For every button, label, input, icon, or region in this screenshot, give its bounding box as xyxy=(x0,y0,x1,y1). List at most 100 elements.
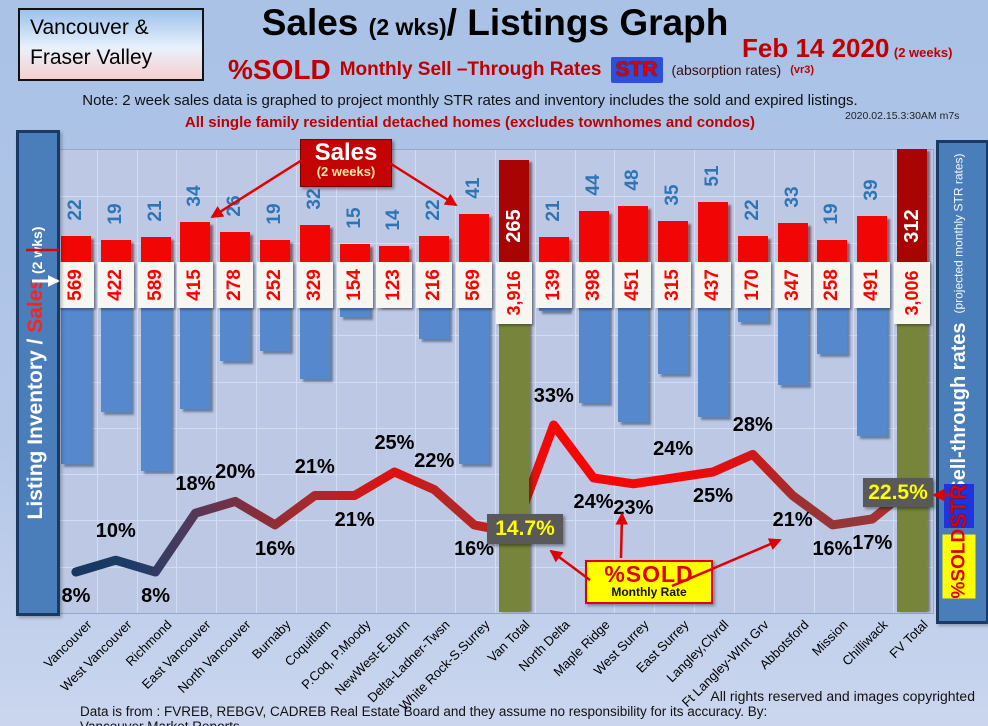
inventory-value-label: 252 xyxy=(264,269,285,301)
gridline-horizontal xyxy=(57,566,933,568)
str-rate-label: 10% xyxy=(95,520,136,543)
left-axis-bar xyxy=(16,130,60,616)
str-axis-badge: STR xyxy=(944,484,974,528)
str-rate-label: 16% xyxy=(254,537,296,560)
inventory-value-label: 589 xyxy=(144,269,166,301)
sales-bar xyxy=(339,244,370,262)
sales-value-label: 22 xyxy=(423,199,445,221)
sales-bar xyxy=(299,224,330,262)
inventory-label-box xyxy=(535,262,572,308)
title-main: Sales xyxy=(261,2,369,43)
inventory-label-box xyxy=(894,262,931,324)
gridline-horizontal xyxy=(57,196,933,198)
inventory-value-label: 139 xyxy=(542,269,564,301)
date-note: (2 weeks) xyxy=(893,45,953,60)
rights-text: All rights reserved and images copyright… xyxy=(710,688,975,704)
str-rate-label: 23% xyxy=(613,496,654,519)
van-total-rate-box: 14.7% xyxy=(487,514,563,544)
inventory-label-box xyxy=(774,262,811,308)
pct-sold-axis-badge: %SOLD xyxy=(942,529,976,599)
gridline-horizontal xyxy=(57,474,933,476)
region-line2: Fraser Valley xyxy=(30,46,153,69)
sales-value-label: 33 xyxy=(781,186,803,208)
title-paren: (2 wks) xyxy=(368,14,447,40)
sales-value-label: 39 xyxy=(861,179,883,201)
inventory-label-box xyxy=(177,262,214,308)
inventory-label-box xyxy=(217,262,254,308)
str-rate-label: 16% xyxy=(812,537,853,560)
region-line1: Vancouver & xyxy=(30,16,149,39)
sales-callout-box: Sales (2 weeks) xyxy=(300,139,392,187)
sales-bar xyxy=(698,202,728,262)
gridline-horizontal xyxy=(57,427,933,429)
str-rate-label: 8% xyxy=(141,584,170,607)
sales-bar xyxy=(140,237,171,262)
version-text: (vr3) xyxy=(790,64,815,76)
sales-bar xyxy=(578,210,609,262)
sales-value-label: 44 xyxy=(582,173,604,196)
inventory-value-label: 170 xyxy=(741,269,763,301)
gridline-horizontal xyxy=(57,335,933,337)
inventory-value-label: 437 xyxy=(702,269,723,301)
sales-bar xyxy=(538,237,569,262)
total-sales-value-label: 312 xyxy=(901,209,924,243)
sales-value-label: 22 xyxy=(741,199,763,221)
sales-value-label: 19 xyxy=(821,203,843,225)
note-text: Note: 2 week sales data is graphed to pr… xyxy=(82,92,858,109)
str-rate-label: 28% xyxy=(732,414,773,437)
inventory-value-label: 154 xyxy=(343,269,365,301)
inventory-value-label: 415 xyxy=(184,269,206,301)
sales-callout-sub: (2 weeks) xyxy=(316,164,376,179)
str-rate-label: 20% xyxy=(215,461,256,484)
inventory-label-box xyxy=(137,262,174,308)
sales-bar xyxy=(618,205,649,262)
sales-value-label: 35 xyxy=(662,184,684,206)
str-rate-label: 24% xyxy=(653,437,694,460)
sales-bar xyxy=(379,245,410,262)
sales-value-label: 51 xyxy=(702,165,723,187)
inventory-value-label: 3,916 xyxy=(503,270,524,316)
inventory-value-label: 569 xyxy=(64,269,86,301)
inventory-label-box xyxy=(695,262,731,308)
left-axis-red: Sales xyxy=(24,277,47,333)
pct-sold-callout-sub: Monthly Rate xyxy=(611,585,687,599)
sales-bar xyxy=(419,236,450,262)
sales-bar xyxy=(817,239,848,262)
sales-callout-title: Sales xyxy=(314,139,378,166)
str-rate-label: 33% xyxy=(533,384,574,407)
inventory-label-box xyxy=(296,262,333,308)
inventory-value-label: 278 xyxy=(224,269,246,301)
inventory-value-label: 329 xyxy=(303,269,325,301)
str-subtitle-row: %SOLD Monthly Sell –Through Rates STR (a… xyxy=(228,54,828,86)
str-rate-label: 21% xyxy=(334,508,375,531)
right-axis-label: Sell-through rates xyxy=(948,322,970,494)
source-text: Data is from : FVREB, REBGV, CADREB Real… xyxy=(80,704,768,726)
sales-value-label: 21 xyxy=(144,200,166,222)
title-rest: / Listings Graph xyxy=(446,2,729,43)
total-sales-bar xyxy=(897,149,928,262)
inventory-label-box xyxy=(814,262,851,308)
inventory-value-label: 569 xyxy=(463,269,485,301)
left-axis-suffix: (2 wks) xyxy=(29,226,45,278)
report-date: Feb 14 2020 (2 weeks) xyxy=(742,33,952,64)
sales-bar xyxy=(658,221,689,262)
inventory-label-box xyxy=(734,262,771,308)
date-text: Feb 14 2020 xyxy=(742,33,890,63)
gridline-horizontal xyxy=(57,288,933,290)
str-rate-label: 21% xyxy=(294,455,335,478)
inventory-label-box xyxy=(57,262,94,308)
pct-sold-text: %SOLD xyxy=(228,54,331,85)
sales-value-label: 41 xyxy=(463,177,485,199)
str-badge: STR xyxy=(610,57,663,83)
sales-bar xyxy=(260,239,290,262)
str-rate-label: 18% xyxy=(175,473,216,496)
subtitle-text: All single family residential detached h… xyxy=(184,114,756,131)
sales-value-label: 22 xyxy=(64,199,86,221)
absorption-text: (absorption rates) xyxy=(671,62,782,78)
left-axis-white: Listing Inventory / xyxy=(24,332,47,520)
gridline-horizontal xyxy=(57,381,933,383)
inventory-value-label: 315 xyxy=(662,269,684,301)
left-axis-label: Listing Inventory / Sales (2 wks) xyxy=(21,172,51,574)
inventory-label-box xyxy=(655,262,692,308)
inventory-label-box xyxy=(257,262,293,308)
